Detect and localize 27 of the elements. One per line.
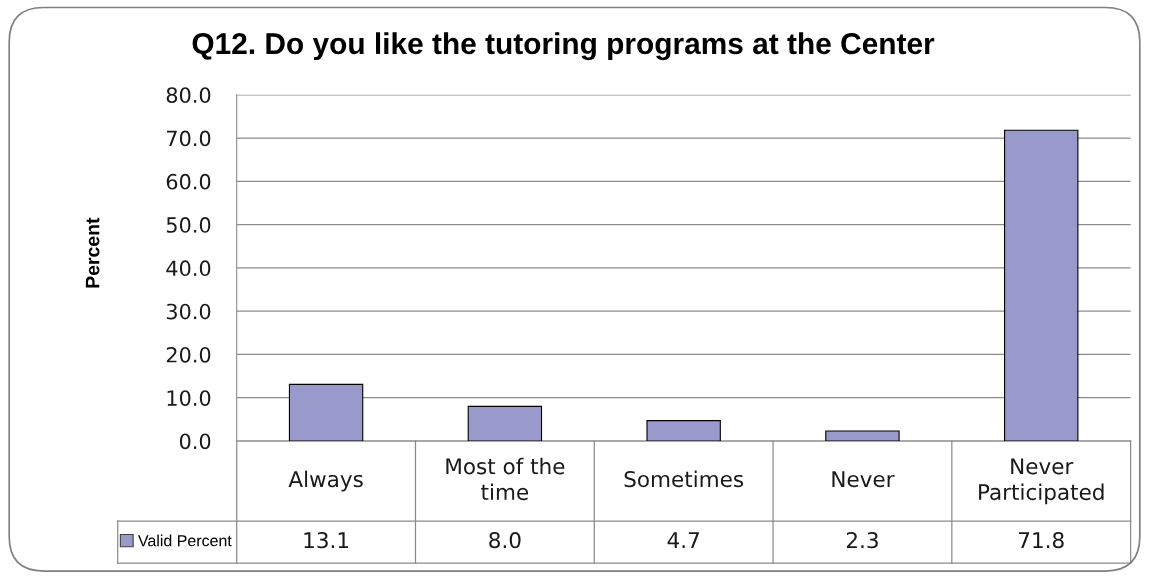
legend-label: Valid Percent [138, 534, 232, 547]
y-tick-label: 60.0 [166, 173, 211, 190]
data-label: 13.1 [304, 531, 349, 549]
y-tick-label: 10.0 [167, 390, 211, 406]
data-label: 4.7 [667, 532, 699, 548]
bar [467, 405, 543, 442]
y-tick-label: 0.0 [179, 433, 211, 450]
y-tick-label: 40.0 [166, 260, 211, 277]
x-tick-label: Always [288, 470, 363, 492]
bar [1004, 129, 1079, 442]
x-tick-label: Never [832, 471, 895, 488]
y-tick-label: 20.0 [166, 346, 211, 363]
y-tick-label: 30.0 [166, 303, 211, 320]
y-tick-label: 50.0 [166, 217, 211, 233]
bar [825, 430, 900, 442]
y-axis-title: Percent [85, 217, 100, 288]
bar [288, 383, 364, 442]
y-tick-label: 70.0 [167, 130, 211, 147]
x-tick-label: Sometimes [624, 470, 744, 488]
data-label: 71.8 [1019, 531, 1064, 549]
bar [646, 420, 721, 442]
chart-title: Q12. Do you like the tutoring programs at the Center [192, 32, 935, 61]
x-tick-label: Never Participated [979, 458, 1104, 505]
data-label: 8.0 [489, 531, 521, 549]
y-tick-label: 80.0 [166, 87, 211, 103]
x-tick-label: Most of the time [446, 457, 565, 501]
data-label: 2.3 [846, 531, 878, 549]
